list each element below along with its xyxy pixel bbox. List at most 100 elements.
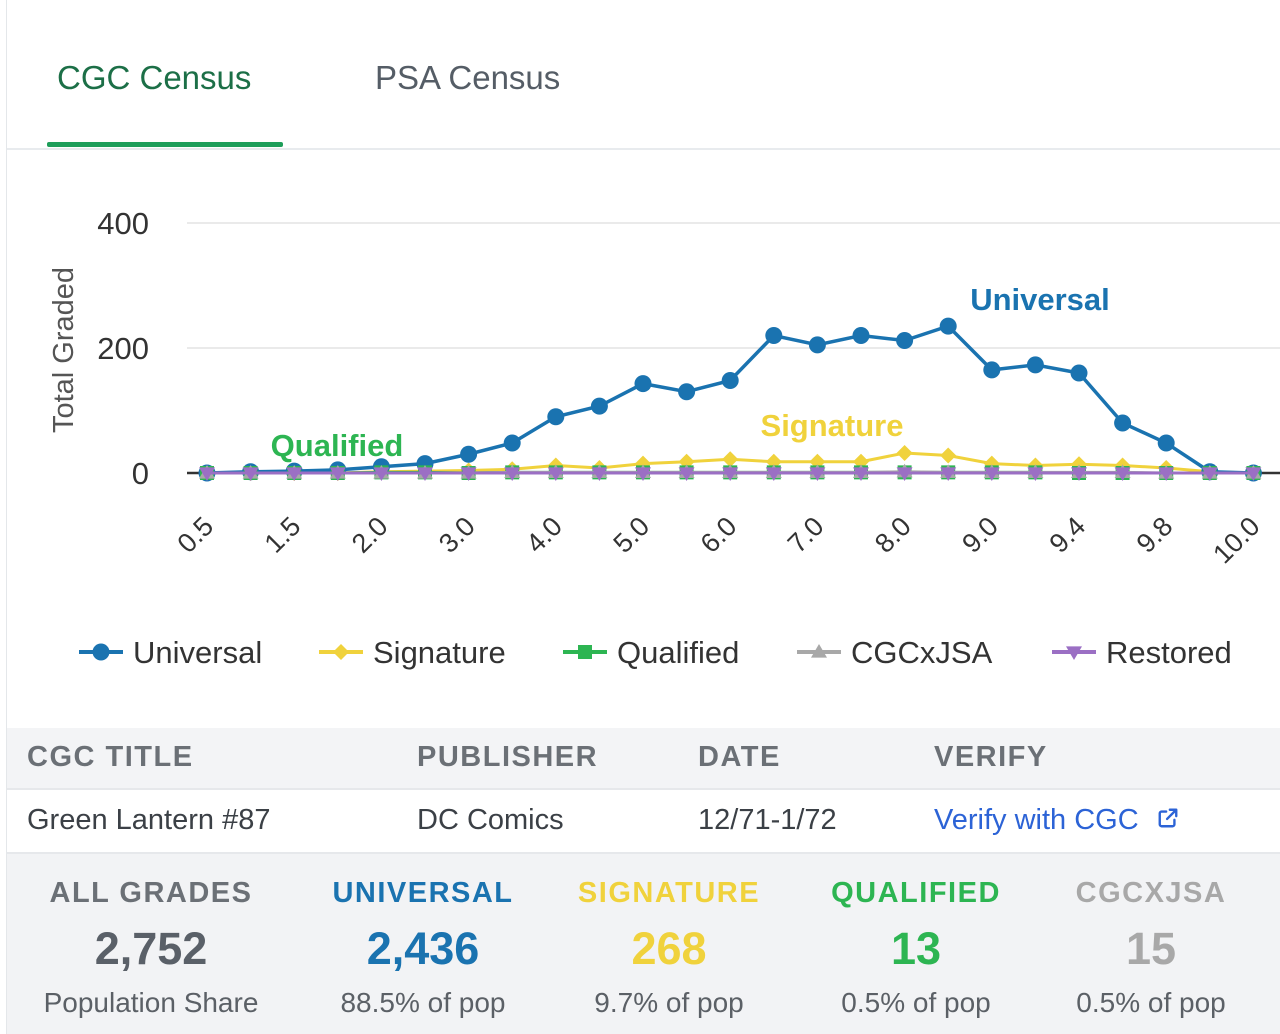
x-tick-label: 9.4: [1043, 511, 1091, 559]
data-point: [547, 467, 564, 481]
data-point: [1114, 414, 1132, 432]
data-point: [1026, 356, 1044, 374]
stat-label: UNIVERSAL: [332, 877, 514, 909]
data-point: [896, 332, 914, 349]
data-point: [578, 645, 592, 659]
data-point: [591, 467, 608, 481]
x-tick-label: 6.0: [695, 511, 743, 559]
stat-label: QUALIFIED: [831, 877, 1001, 909]
census-line-chart: 0 200 400 Total Graded 0.5 1.5 2.0 3.0 4.0 5.0 6.0…: [48, 206, 1280, 670]
tab-psa-census[interactable]: PSA Census: [375, 59, 561, 96]
stat-sub: Population Share: [43, 987, 259, 1018]
data-point: [765, 467, 782, 481]
data-point: [286, 467, 303, 481]
header-date: DATE: [698, 741, 781, 773]
data-point: [373, 467, 390, 481]
legend-label: Universal: [133, 635, 262, 670]
external-link-icon: [1158, 808, 1178, 828]
y-axis-label: Total Graded: [48, 267, 80, 433]
verify-link-wrap[interactable]: Verify with CGC: [934, 803, 1179, 837]
data-point: [1114, 467, 1131, 481]
data-point: [1157, 434, 1175, 452]
data-point: [547, 408, 565, 426]
data-point: [722, 467, 739, 481]
data-point: [721, 372, 739, 389]
y-tick-label: 400: [97, 206, 149, 241]
y-tick-label: 0: [132, 456, 149, 491]
data-point: [92, 643, 110, 661]
census-card: CGC Census PSA Census 0 200 400 Total Grade…: [6, 0, 1280, 1034]
data-point: [1245, 467, 1262, 481]
series-annotation: Signature: [761, 408, 904, 443]
stat-label: SIGNATURE: [577, 877, 761, 909]
data-point: [1071, 467, 1087, 481]
data-point: [722, 451, 739, 468]
x-tick-label: 2.0: [346, 511, 394, 559]
data-point: [1066, 646, 1082, 660]
data-point: [1070, 364, 1088, 382]
stat-value: 15: [1125, 923, 1177, 974]
data-point: [765, 327, 783, 344]
x-tick-label: 0.5: [171, 511, 219, 559]
legend-label: Qualified: [617, 635, 739, 670]
data-point: [460, 467, 477, 481]
legend-label: Signature: [373, 635, 506, 670]
series-annotation: Qualified: [271, 428, 404, 463]
data-point: [809, 467, 826, 481]
x-tick-label: 7.0: [782, 511, 830, 559]
table-row: Green Lantern #87 DC Comics 12/71-1/72 V…: [7, 790, 1280, 854]
legend-item-signature[interactable]: Signature: [319, 635, 506, 670]
active-tab-indicator: [47, 142, 283, 147]
x-tick-label: 9.0: [956, 511, 1004, 559]
header-verify: VERIFY: [934, 741, 1048, 773]
series-restored: [199, 467, 1262, 481]
header-publisher: PUBLISHER: [417, 741, 599, 773]
data-point: [811, 644, 827, 658]
legend-item-universal[interactable]: Universal: [79, 635, 262, 670]
data-point: [983, 467, 1000, 481]
stat-value: 2,436: [366, 923, 480, 974]
data-point: [417, 467, 433, 481]
data-point: [242, 467, 259, 481]
legend-item-cgcxjsa[interactable]: CGCxJSA: [797, 635, 993, 670]
series-annotation: Universal: [970, 282, 1110, 317]
stat-sub: 0.5% of pop: [1076, 987, 1226, 1018]
stat-sub: 9.7% of pop: [594, 987, 744, 1018]
row-date: 12/71-1/72: [698, 804, 837, 836]
data-point: [678, 467, 695, 481]
x-tick-label: 1.5: [259, 511, 307, 559]
data-point: [808, 336, 826, 354]
stat-value: 2,752: [94, 923, 208, 974]
data-point: [634, 375, 652, 393]
census-tabs: CGC Census PSA Census: [7, 0, 1280, 150]
x-tick-label: 9.8: [1131, 511, 1179, 559]
data-point: [939, 317, 957, 335]
data-point: [853, 467, 869, 481]
data-point: [678, 383, 696, 401]
y-tick-label: 200: [97, 331, 149, 366]
row-title: Green Lantern #87: [27, 804, 271, 836]
row-publisher: DC Comics: [417, 804, 564, 836]
stat-value: 268: [631, 923, 707, 974]
data-point: [590, 397, 608, 415]
data-point: [1158, 467, 1175, 481]
verify-with-cgc-link[interactable]: Verify with CGC: [934, 804, 1139, 836]
data-point: [1201, 467, 1218, 481]
data-point: [460, 445, 478, 463]
tab-cgc-census[interactable]: CGC Census: [57, 59, 252, 96]
data-point: [199, 467, 215, 481]
x-tick-label: 3.0: [433, 511, 481, 559]
data-point: [983, 361, 1001, 379]
stat-sub: 88.5% of pop: [340, 987, 506, 1018]
stat-label: CGCXJSA: [1075, 877, 1227, 909]
stat-label: ALL GRADES: [49, 877, 253, 909]
table-header: CGC TITLE PUBLISHER DATE VERIFY: [7, 728, 1280, 790]
legend-item-restored[interactable]: Restored: [1052, 635, 1232, 670]
x-tick-label: 8.0: [869, 511, 917, 559]
stat-sub: 0.5% of pop: [841, 987, 991, 1018]
x-tick-label: 4.0: [520, 511, 568, 559]
data-point: [940, 467, 957, 481]
data-point: [1027, 467, 1044, 481]
legend-label: Restored: [1106, 635, 1232, 670]
legend-item-qualified[interactable]: Qualified: [563, 635, 739, 670]
